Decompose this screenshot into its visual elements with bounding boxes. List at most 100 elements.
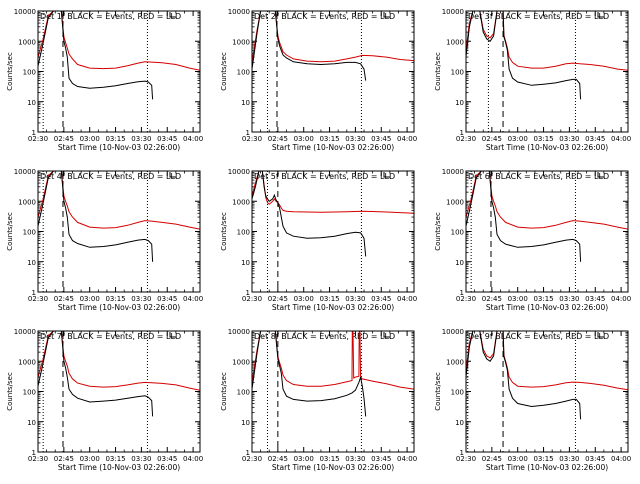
x-tick-label: 03:15 [105, 455, 125, 463]
x-axis-label: Start Time (10-Nov-03 02:26:00) [486, 303, 608, 312]
chart-title: Det 9f BLACK = Events, RED = LLD [468, 332, 609, 341]
x-tick-label: 03:30 [345, 295, 365, 303]
y-tick-label: 100 [23, 229, 36, 237]
x-tick-label: 03:45 [585, 135, 605, 143]
x-tick-label: 02:30 [456, 135, 476, 143]
x-tick-label: 03:30 [559, 455, 579, 463]
y-tick-label: 100 [23, 69, 36, 77]
y-tick-label: 1000 [232, 198, 250, 206]
chart-title: Det 6f BLACK = Events, RED = LLD [468, 172, 609, 181]
x-tick-label: 02:30 [456, 295, 476, 303]
y-tick-label: 10 [241, 259, 250, 267]
chart-title: Det 8f BLACK = Events, RED = LLD [254, 332, 395, 341]
x-tick-label: 04:00 [397, 135, 417, 143]
x-tick-label: 02:45 [482, 295, 502, 303]
events-series-line [38, 171, 154, 262]
plot-frame [465, 170, 629, 293]
y-tick-label: 100 [451, 229, 464, 237]
corner-mark [597, 12, 604, 18]
events-series-line [466, 11, 582, 100]
chart-title: Det 5f BLACK = Events, RED = LLD [254, 172, 395, 181]
chart-title: Det 1f BLACK = Events, RED = LLD [40, 12, 181, 21]
y-tick-label: 10000 [14, 328, 36, 336]
x-tick-label: 02:30 [28, 455, 48, 463]
corner-mark [169, 12, 176, 18]
detector-panel: Det 5f BLACK = Events, RED = LLD 1 10 100 10… [220, 168, 417, 312]
x-tick-label: 03:30 [345, 455, 365, 463]
x-tick-label: 03:30 [559, 295, 579, 303]
y-tick-label: 1 [32, 289, 36, 297]
y-axis-label: Counts/sec [6, 212, 14, 251]
x-tick-label: 03:30 [131, 135, 151, 143]
x-tick-label: 03:45 [585, 455, 605, 463]
y-tick-label: 1 [460, 449, 464, 457]
y-axis-label: Counts/sec [220, 372, 228, 411]
lld-series-line [466, 171, 628, 230]
x-tick-label: 03:30 [345, 135, 365, 143]
x-tick-label: 03:30 [559, 135, 579, 143]
x-tick-label: 03:00 [80, 455, 100, 463]
x-tick-label: 03:15 [105, 135, 125, 143]
lld-series-line [38, 171, 200, 230]
y-tick-label: 10000 [442, 328, 464, 336]
detector-panel: Det 3f BLACK = Events, RED = LLD 1 10 100 10… [434, 8, 631, 152]
x-tick-label: 02:30 [242, 135, 262, 143]
y-tick-label: 100 [451, 69, 464, 77]
x-tick-label: 04:00 [183, 135, 203, 143]
corner-mark [169, 172, 176, 178]
x-tick-label: 03:00 [80, 295, 100, 303]
y-tick-label: 1 [246, 129, 250, 137]
x-tick-label: 02:30 [28, 295, 48, 303]
y-axis-label: Counts/sec [6, 372, 14, 411]
y-tick-label: 1000 [18, 198, 36, 206]
x-tick-label: 02:45 [482, 135, 502, 143]
detector-panel: Det 9f BLACK = Events, RED = LLD 1 10 100 10… [434, 328, 631, 472]
y-tick-label: 10 [241, 419, 250, 427]
y-tick-label: 10000 [228, 8, 250, 16]
y-tick-label: 1000 [446, 358, 464, 366]
y-axis-label: Counts/sec [434, 372, 442, 411]
y-tick-label: 1 [32, 129, 36, 137]
events-series-line [466, 331, 582, 420]
x-tick-label: 03:45 [157, 455, 177, 463]
y-tick-label: 10 [455, 99, 464, 107]
corner-mark [383, 12, 390, 18]
x-tick-label: 04:00 [183, 295, 203, 303]
x-axis-label: Start Time (10-Nov-03 02:26:00) [58, 303, 180, 312]
x-tick-label: 03:45 [371, 135, 391, 143]
y-tick-label: 10000 [442, 168, 464, 176]
events-series-line [38, 331, 154, 417]
x-tick-label: 02:30 [456, 455, 476, 463]
chart-title: Det 3f BLACK = Events, RED = LLD [468, 12, 609, 21]
y-tick-label: 10000 [228, 328, 250, 336]
y-axis-label: Counts/sec [434, 212, 442, 251]
x-tick-label: 03:15 [319, 135, 339, 143]
y-tick-label: 10000 [442, 8, 464, 16]
x-tick-label: 03:15 [533, 455, 553, 463]
y-tick-label: 10 [455, 419, 464, 427]
x-tick-label: 03:00 [80, 135, 100, 143]
y-tick-label: 100 [237, 389, 250, 397]
y-tick-label: 1000 [18, 38, 36, 46]
x-tick-label: 03:15 [319, 295, 339, 303]
x-tick-label: 03:30 [131, 295, 151, 303]
y-tick-label: 10 [27, 99, 36, 107]
y-tick-label: 1000 [446, 198, 464, 206]
lld-series-line [38, 11, 200, 71]
x-tick-label: 02:30 [242, 295, 262, 303]
x-axis-label: Start Time (10-Nov-03 02:26:00) [58, 143, 180, 152]
y-tick-label: 10 [455, 259, 464, 267]
y-tick-label: 10000 [14, 8, 36, 16]
detector-panel: Det 2f BLACK = Events, RED = LLD 1 10 100 10… [220, 8, 417, 152]
x-tick-label: 02:45 [268, 135, 288, 143]
plot-frame [37, 330, 201, 453]
plot-frame [251, 330, 415, 453]
x-tick-label: 02:45 [54, 455, 74, 463]
events-series-line [38, 11, 154, 100]
y-tick-label: 100 [237, 229, 250, 237]
x-tick-label: 03:45 [585, 295, 605, 303]
y-tick-label: 10 [27, 419, 36, 427]
corner-mark [383, 332, 390, 338]
events-series-line [466, 171, 582, 262]
y-tick-label: 1000 [232, 38, 250, 46]
